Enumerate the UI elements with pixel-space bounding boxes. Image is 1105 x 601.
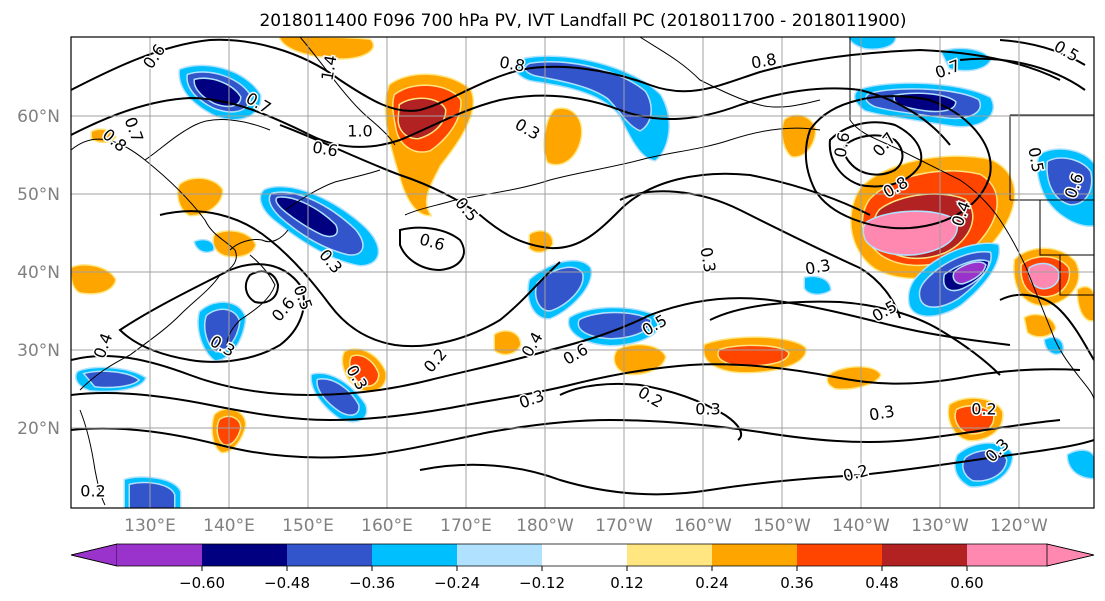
lat-label-20n: 20°N bbox=[17, 419, 60, 439]
positive-anomaly-gulf-alaska-peak bbox=[862, 210, 958, 256]
colorbar-segment-3 bbox=[287, 544, 372, 566]
colorbar-segment-7 bbox=[627, 544, 712, 566]
longitude-labels: 130°E 140°E 150°E 160°E 170°E 180°W 170°… bbox=[124, 516, 1048, 536]
negative-anomaly-japan-south-core bbox=[203, 308, 241, 353]
colorbar-tick-3: −0.36 bbox=[349, 574, 395, 592]
positive-anomaly-east-edge bbox=[1076, 286, 1094, 322]
negative-anomaly-nw-pacific-inner bbox=[275, 196, 338, 238]
shaded-anomaly-fields bbox=[71, 37, 1094, 508]
lon-label-130w: 130°W bbox=[911, 516, 969, 536]
negative-anomaly-far-se bbox=[1066, 449, 1094, 480]
positive-anomaly-central bbox=[613, 344, 667, 376]
lon-label-140e: 140°E bbox=[203, 516, 255, 536]
colorbar-segment-11 bbox=[967, 544, 1047, 566]
negative-anomaly-south-west-core bbox=[128, 481, 176, 508]
coastlines bbox=[71, 37, 1094, 506]
colorbar-tick-9: 0.48 bbox=[865, 574, 898, 592]
contour-label: 0.2 bbox=[971, 400, 996, 419]
colorbar-segment-4 bbox=[372, 544, 457, 566]
colorbar-segment-10 bbox=[882, 544, 967, 566]
contour-label: 0.8 bbox=[750, 49, 778, 72]
colorbar-tick-1: −0.60 bbox=[179, 574, 225, 592]
latitude-labels: 60°N 50°N 40°N 30°N 20°N bbox=[17, 107, 60, 439]
positive-anomaly-china bbox=[71, 264, 117, 295]
colorbar-segment-9 bbox=[797, 544, 882, 566]
gridlines bbox=[71, 37, 1094, 508]
lat-label-40n: 40°N bbox=[17, 263, 60, 283]
lon-label-120w: 120°W bbox=[990, 516, 1048, 536]
negative-anomaly-small-1 bbox=[803, 275, 832, 296]
positive-anomaly-japan-sea bbox=[176, 177, 224, 217]
lon-label-130e: 130°E bbox=[124, 516, 176, 536]
positive-anomaly-bering-inner bbox=[397, 97, 447, 140]
negative-anomaly-west-coast-peak bbox=[952, 261, 987, 285]
map-frame bbox=[70, 36, 1095, 509]
positive-anomaly-california-peak bbox=[1028, 262, 1060, 290]
positive-anomaly-west-core bbox=[348, 354, 380, 387]
lon-label-170w: 170°W bbox=[595, 516, 653, 536]
lon-label-180w: 180°W bbox=[516, 516, 574, 536]
positive-anomaly-yellow-sea bbox=[212, 230, 257, 258]
lon-label-160w: 160°W bbox=[674, 516, 732, 536]
lon-label-170e: 170°E bbox=[440, 516, 492, 536]
negative-anomaly-small-3 bbox=[193, 238, 215, 254]
colorbar-tick-6: 0.12 bbox=[610, 574, 643, 592]
lon-label-150e: 150°E bbox=[282, 516, 334, 536]
colorbar-segment-8 bbox=[712, 544, 797, 566]
negative-anomaly-central-pacific-core bbox=[534, 266, 584, 312]
map-area: 0.6 1.4 0.8 0.8 0.70.50.70.70.8 1.00.60.30.6 0… bbox=[71, 37, 1094, 508]
positive-anomaly-ne-siberia bbox=[278, 37, 374, 60]
colorbar-segment-2 bbox=[202, 544, 287, 566]
positive-anomaly-subtropical-core bbox=[717, 344, 790, 367]
negative-anomaly-subtropical-central-core bbox=[577, 311, 652, 340]
contour-label: 1.0 bbox=[347, 122, 372, 141]
colorbar-segment-6 bbox=[542, 544, 627, 566]
figure-title: 2018011400 F096 700 hPa PV, IVT Landfall… bbox=[259, 11, 906, 31]
negative-anomaly-se-mexico-core bbox=[962, 449, 1008, 482]
colorbar-extend-high bbox=[1046, 543, 1095, 567]
colorbar-tick-7: 0.24 bbox=[695, 574, 728, 592]
colorbar-tick-4: −0.24 bbox=[434, 574, 480, 592]
colorbar-outline bbox=[70, 543, 1095, 567]
lat-label-50n: 50°N bbox=[17, 185, 60, 205]
colorbar-tick-2: −0.48 bbox=[264, 574, 310, 592]
contour-label: 0.2 bbox=[80, 482, 105, 501]
negative-anomaly-western-sub-core bbox=[316, 378, 360, 416]
lon-label-160e: 160°E bbox=[361, 516, 413, 536]
colorbar-tick-5: −0.12 bbox=[519, 574, 565, 592]
colorbar: −0.60 −0.48 −0.36 −0.24 −0.12 0.12 0.24 … bbox=[70, 543, 1095, 592]
colorbar-segment-5 bbox=[457, 544, 542, 566]
contour-label: 0.3 bbox=[695, 400, 720, 419]
contour-label: 0.3 bbox=[696, 246, 719, 274]
lon-label-150w: 150°W bbox=[753, 516, 811, 536]
colorbar-extend-low bbox=[70, 543, 118, 567]
negative-anomaly-canada-core bbox=[1046, 157, 1093, 206]
colorbar-segment-1 bbox=[117, 544, 202, 566]
colorbar-tick-10: 0.60 bbox=[950, 574, 983, 592]
colorbar-tick-8: 0.36 bbox=[780, 574, 813, 592]
lat-label-60n: 60°N bbox=[17, 107, 60, 127]
lat-label-30n: 30°N bbox=[17, 341, 60, 361]
lon-label-140w: 140°W bbox=[832, 516, 890, 536]
contour-label: 0.8 bbox=[498, 52, 526, 75]
contour-label: 0.6 bbox=[830, 131, 853, 159]
positive-anomaly-mid bbox=[493, 330, 522, 356]
